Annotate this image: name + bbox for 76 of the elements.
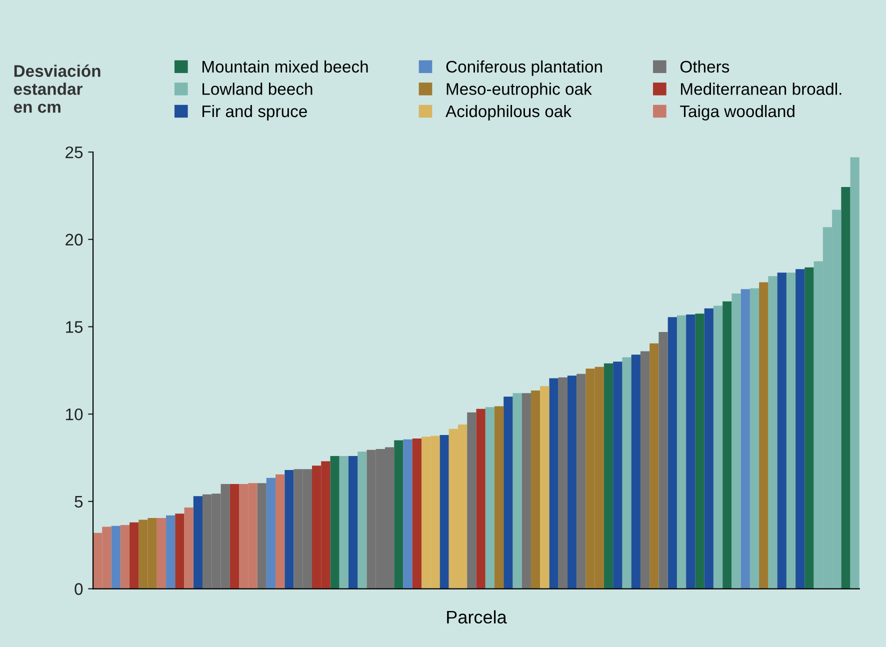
bar: [686, 314, 696, 589]
bar: [230, 484, 240, 589]
bar: [403, 439, 412, 589]
bar: [348, 456, 358, 589]
bar: [658, 332, 668, 589]
bar: [631, 354, 640, 589]
bar: [467, 412, 476, 589]
bar: [412, 438, 422, 589]
bar: [640, 351, 650, 589]
legend-label: Fir and spruce: [202, 104, 307, 120]
bar: [713, 306, 723, 589]
bar: [156, 518, 166, 589]
y-tick-label: 10: [66, 408, 83, 420]
legend-label: Mountain mixed beech: [202, 60, 368, 73]
y-tick-label: 5: [74, 496, 83, 508]
bar: [622, 357, 632, 589]
bar: [604, 363, 614, 589]
bar: [850, 157, 860, 589]
y-tick-label: 15: [66, 321, 83, 333]
legend-label: Mediterranean broadl.: [681, 82, 842, 95]
bar: [668, 317, 677, 589]
bar: [120, 525, 130, 589]
bar: [530, 390, 540, 589]
bar: [394, 440, 404, 589]
bar: [732, 294, 741, 589]
bar: [722, 301, 732, 589]
bar: [494, 406, 504, 589]
bar: [759, 282, 768, 589]
bar: [768, 276, 778, 589]
bar: [257, 483, 266, 589]
bar: [841, 186, 850, 589]
bar: [750, 288, 760, 589]
bar: [440, 435, 449, 589]
bar: [540, 386, 550, 589]
legend-label: Taiga woodland: [680, 104, 794, 120]
bar: [695, 314, 704, 589]
bar: [276, 474, 285, 589]
x-axis-title: Parcela: [447, 610, 507, 624]
y-tick-label: 0: [74, 583, 83, 595]
bar: [558, 377, 568, 589]
y-axis-title: Desviación estandar en cm: [14, 64, 100, 113]
bar: [266, 478, 276, 589]
bar: [704, 308, 714, 589]
bar: [130, 522, 139, 589]
legend-label: Coniferous plantation: [446, 60, 602, 76]
legend-label: Meso-eutrophic oak: [446, 82, 592, 98]
bar: [576, 374, 586, 589]
bar: [650, 343, 659, 589]
legend-label: Acidophilous oak: [446, 104, 572, 120]
bar: [330, 456, 340, 589]
bar: [567, 376, 577, 589]
bar: [111, 526, 120, 589]
bar: [504, 396, 513, 589]
bar: [193, 496, 203, 589]
bar: [485, 407, 494, 589]
bar: [476, 408, 486, 589]
bar: [522, 393, 531, 589]
bar: [549, 378, 558, 589]
bar: [512, 393, 522, 589]
bar: [613, 362, 622, 589]
bar: [339, 456, 348, 589]
y-tick-label: 25: [66, 146, 83, 158]
legend-label: Lowland beech: [202, 82, 312, 95]
bar: [284, 470, 294, 589]
legend-label: Others: [680, 60, 730, 73]
bar: [166, 515, 176, 589]
bar: [796, 269, 805, 589]
bar: [184, 508, 194, 589]
bar: [786, 272, 796, 589]
bar: [358, 452, 367, 589]
bar: [175, 514, 184, 589]
bar: [740, 289, 750, 589]
y-tick-label: 20: [66, 234, 83, 246]
bar: [777, 272, 786, 589]
bar: [676, 315, 686, 589]
bar: [804, 267, 814, 589]
